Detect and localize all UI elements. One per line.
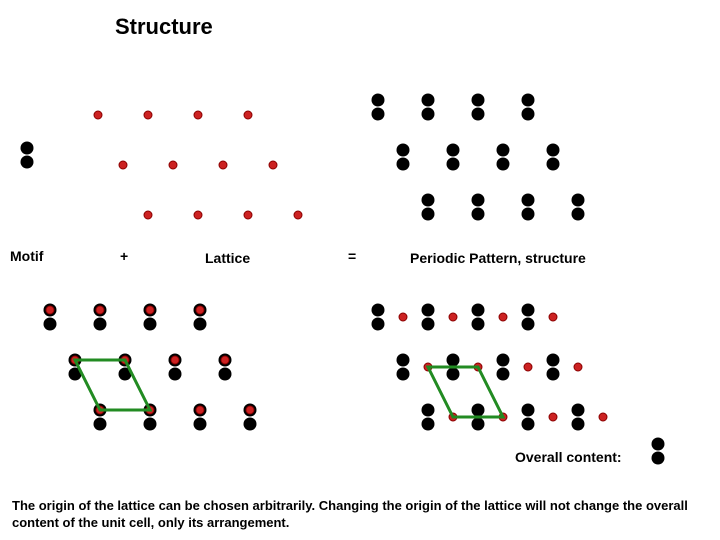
label-lattice: Lattice: [205, 250, 250, 266]
page-title: Structure: [115, 14, 213, 40]
label-plus: +: [120, 248, 128, 264]
caption-text: The origin of the lattice can be chosen …: [12, 498, 708, 532]
label-overall: Overall content:: [515, 449, 622, 465]
label-periodic: Periodic Pattern, structure: [410, 250, 586, 266]
label-motif: Motif: [10, 248, 43, 264]
label-equals: =: [348, 248, 356, 264]
